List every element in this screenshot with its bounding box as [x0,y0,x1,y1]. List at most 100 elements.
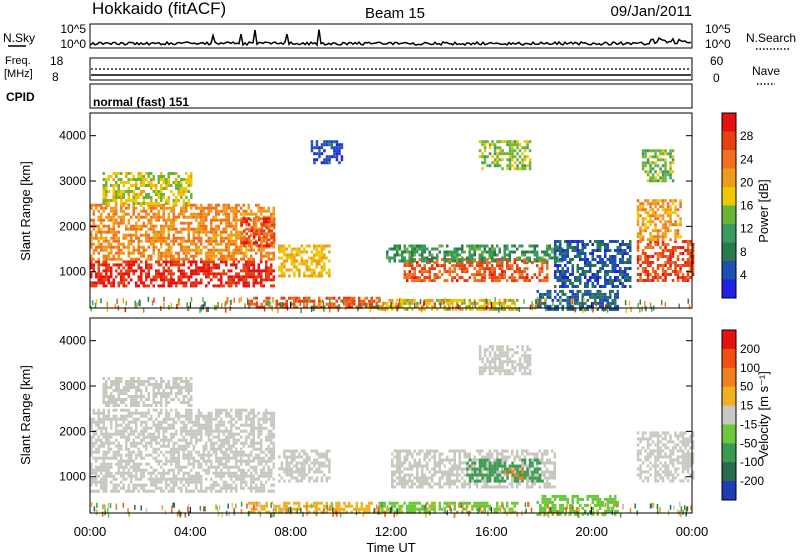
data-cell [240,454,243,457]
data-cell [215,240,218,243]
data-cell [103,184,106,187]
data-cell [135,196,138,199]
data-cell [100,427,103,430]
data-cell [113,451,116,454]
data-cell [644,170,647,173]
data-cell [689,264,692,267]
data-cell [245,281,248,284]
data-cell [228,436,231,439]
data-cell [461,245,464,248]
data-cell [195,415,198,418]
data-cell [220,240,223,243]
data-cell [654,149,657,152]
data-cell [218,409,221,412]
data-cell [220,439,223,442]
data-cell [233,433,236,436]
data-cell [644,267,647,270]
data-cell [557,276,560,279]
data-cell [514,245,517,248]
data-cell [123,193,126,196]
data-cell [125,246,128,249]
data-cell [669,261,672,264]
data-cell [506,261,509,264]
data-cell [215,237,218,240]
data-cell [574,296,577,299]
data-cell [326,155,329,158]
data-cell [524,267,527,270]
data-cell [459,264,462,267]
data-cell [230,433,233,436]
data-cell [140,246,143,249]
data-cell [514,270,517,273]
data-cell [150,418,153,421]
data-cell [466,260,469,263]
data-cell [649,232,652,235]
data-cell [128,463,131,466]
data-cell [426,270,429,273]
data-cell [123,484,126,487]
data-cell [128,421,131,424]
data-cell [597,243,600,246]
data-cell [484,251,487,254]
data-cell [138,175,141,178]
data-cell [664,199,667,202]
data-cell [163,442,166,445]
data-cell [654,161,657,164]
data-cell [135,193,138,196]
data-cell [526,257,529,260]
data-cell [220,448,223,451]
data-cell [235,415,238,418]
data-cell [105,284,108,287]
data-cell [145,231,148,234]
data-cell [629,246,632,249]
data-cell [504,251,507,254]
data-cell [115,258,118,261]
data-cell [215,469,218,472]
data-cell [241,232,244,235]
data-cell [168,234,171,237]
data-cell [178,231,181,234]
data-cell [173,228,176,231]
data-cell [654,217,657,220]
data-cell [484,276,487,279]
data-cell [155,187,158,190]
data-cell [534,248,537,251]
data-cell [554,290,557,293]
data-cell [529,161,532,164]
data-cell [286,248,289,251]
data-cell [143,415,146,418]
data-cell [135,228,138,231]
data-cell [173,272,176,275]
data-cell [148,433,151,436]
data-cell [612,290,615,293]
data-cell [95,475,98,478]
data-cell [103,481,106,484]
data-cell [629,261,632,264]
data-cell [629,276,632,279]
data-cell [554,240,557,243]
data-cell [103,260,106,263]
data-cell [614,302,617,305]
data-cell [240,252,243,255]
data-cell [263,278,266,281]
data-cell [411,267,414,270]
data-cell [210,484,213,487]
data-cell [158,421,161,424]
data-cell [278,275,281,278]
data-cell [138,412,141,415]
data-cell [617,249,620,252]
data-cell [173,487,176,490]
data-cell [213,249,216,252]
data-cell [379,305,382,308]
data-cell [135,184,138,187]
data-cell [188,463,191,466]
data-cell [210,272,213,275]
data-cell [193,457,196,460]
data-cell [594,240,597,243]
data-cell [228,278,231,281]
data-cell [100,439,103,442]
data-cell [168,175,171,178]
data-cell [669,223,672,226]
data-cell [667,273,670,276]
